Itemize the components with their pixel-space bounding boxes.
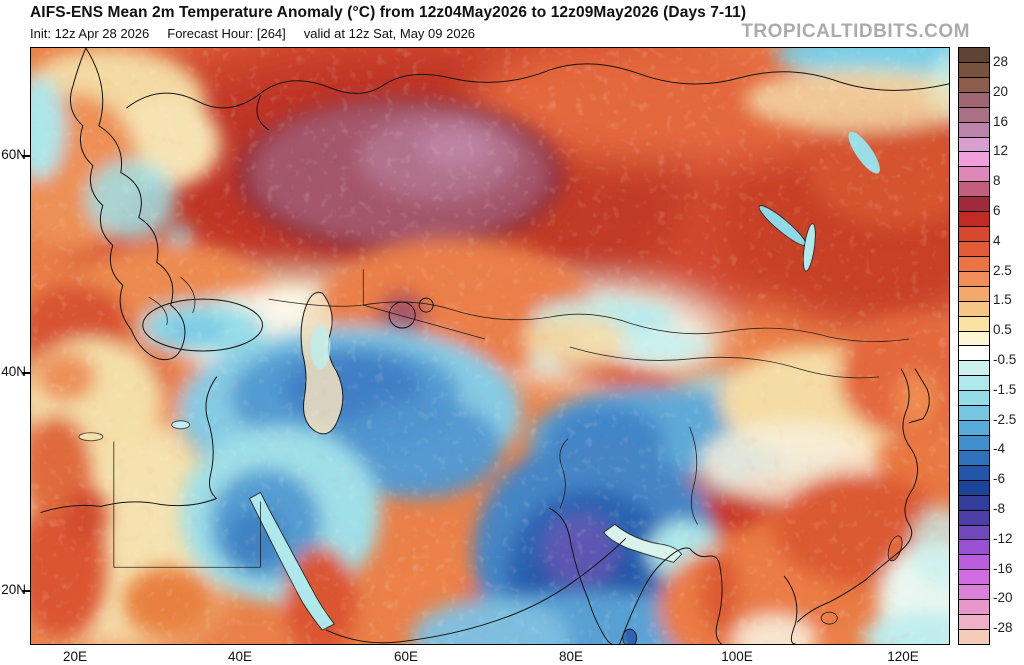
lat-tick-mark bbox=[22, 155, 30, 157]
lon-tick-label: 80E bbox=[558, 649, 584, 664]
colorbar-segment bbox=[959, 331, 989, 347]
colorbar-segment bbox=[959, 286, 989, 302]
colorbar-segment bbox=[959, 555, 989, 571]
colorbar-segment bbox=[959, 301, 989, 317]
colorbar-segment bbox=[959, 570, 989, 586]
lat-tick-label: 40N bbox=[1, 364, 26, 379]
colorbar-tick-label: 2.5 bbox=[993, 262, 1012, 278]
colorbar-segment bbox=[959, 465, 989, 481]
colorbar-segment bbox=[959, 152, 989, 168]
speckle-warm bbox=[31, 48, 949, 644]
lon-tick-label: 100E bbox=[721, 649, 753, 664]
colorbar-tick-label: 4 bbox=[993, 232, 1001, 248]
colorbar-tick-label: -4 bbox=[993, 441, 1006, 457]
colorbar bbox=[958, 47, 990, 645]
colorbar-segment bbox=[959, 316, 989, 332]
lat-tick-label: 20N bbox=[1, 582, 26, 597]
colorbar-tick-label: -8 bbox=[993, 500, 1006, 516]
coastlines bbox=[40, 48, 949, 644]
subtitle: Init: 12z Apr 28 2026 Forecast Hour: [264… bbox=[30, 26, 493, 41]
colorbar-segment bbox=[959, 167, 989, 183]
colorbar-segment bbox=[959, 510, 989, 526]
colorbar-segment bbox=[959, 137, 989, 153]
colorbar-segment bbox=[959, 77, 989, 93]
colorbar-segment bbox=[959, 346, 989, 362]
lon-tick-label: 60E bbox=[393, 649, 419, 664]
colorbar-tick-label: -0.5 bbox=[993, 351, 1017, 367]
colorbar-segment bbox=[959, 435, 989, 451]
colorbar-tick-label: -6 bbox=[993, 471, 1006, 487]
colorbar-segment bbox=[959, 107, 989, 123]
country-borders bbox=[113, 269, 910, 568]
colorbar-tick-label: -2.5 bbox=[993, 411, 1017, 427]
anomaly-map bbox=[30, 47, 950, 645]
colorbar-segment bbox=[959, 421, 989, 436]
colorbar-segment bbox=[959, 540, 989, 556]
colorbar-segment bbox=[959, 615, 989, 630]
colorbar-segment bbox=[959, 256, 989, 272]
colorbar-tick-label: -1.5 bbox=[993, 381, 1017, 397]
colorbar-segment bbox=[959, 227, 989, 242]
colorbar-segment bbox=[959, 600, 989, 616]
lat-tick-mark bbox=[22, 590, 30, 592]
colorbar-tick-label: 28 bbox=[993, 53, 1009, 69]
colorbar-segment bbox=[959, 212, 989, 228]
colorbar-segment bbox=[959, 241, 989, 257]
colorbar-segment bbox=[959, 182, 989, 198]
colorbar-segment bbox=[959, 525, 989, 541]
colorbar-tick-label: 8 bbox=[993, 173, 1001, 189]
colorbar-segment bbox=[959, 629, 989, 644]
colorbar-segment bbox=[959, 271, 989, 287]
colorbar-segment bbox=[959, 406, 989, 422]
colorbar-tick-label: 12 bbox=[993, 143, 1009, 159]
lat-tick-label: 60N bbox=[1, 147, 26, 162]
colorbar-segment bbox=[959, 391, 989, 407]
init-time-label: Init: 12z Apr 28 2026 bbox=[30, 26, 150, 41]
colorbar-tick-label: -12 bbox=[993, 530, 1013, 546]
colorbar-segment bbox=[959, 361, 989, 377]
colorbar-tick-label: 0.5 bbox=[993, 322, 1012, 338]
anomaly-map-svg bbox=[31, 48, 949, 644]
colorbar-tick-label: -20 bbox=[993, 590, 1013, 606]
tropicaltidbits-watermark: TROPICALTIDBITS.COM bbox=[741, 21, 970, 42]
colorbar-segment bbox=[959, 585, 989, 601]
lon-tick-label: 120E bbox=[887, 649, 919, 664]
colorbar-segment bbox=[959, 62, 989, 78]
forecast-hour-label: Forecast Hour: [264] bbox=[167, 26, 286, 41]
colorbar-segment bbox=[959, 92, 989, 108]
lat-tick-mark bbox=[22, 372, 30, 374]
colorbar-segment bbox=[959, 495, 989, 511]
colorbar-tick-label: 1.5 bbox=[993, 292, 1012, 308]
valid-time-label: valid at 12z Sat, May 09 2026 bbox=[303, 26, 476, 41]
colorbar-tick-label: -28 bbox=[993, 620, 1013, 636]
colorbar-tick-label: 16 bbox=[993, 113, 1009, 129]
colorbar-segment bbox=[959, 197, 989, 213]
colorbar-segment bbox=[959, 48, 989, 63]
colorbar-segment bbox=[959, 122, 989, 138]
colorbar-tick-label: 6 bbox=[993, 202, 1001, 218]
colorbar-segment bbox=[959, 450, 989, 466]
lon-tick-label: 20E bbox=[62, 649, 88, 664]
colorbar-segment bbox=[959, 480, 989, 496]
colorbar-tick-label: 20 bbox=[993, 83, 1009, 99]
colorbar-segment bbox=[959, 376, 989, 392]
colorbar-tick-label: -16 bbox=[993, 560, 1013, 576]
lon-tick-label: 40E bbox=[227, 649, 253, 664]
page-title: AIFS-ENS Mean 2m Temperature Anomaly (°C… bbox=[30, 4, 747, 21]
